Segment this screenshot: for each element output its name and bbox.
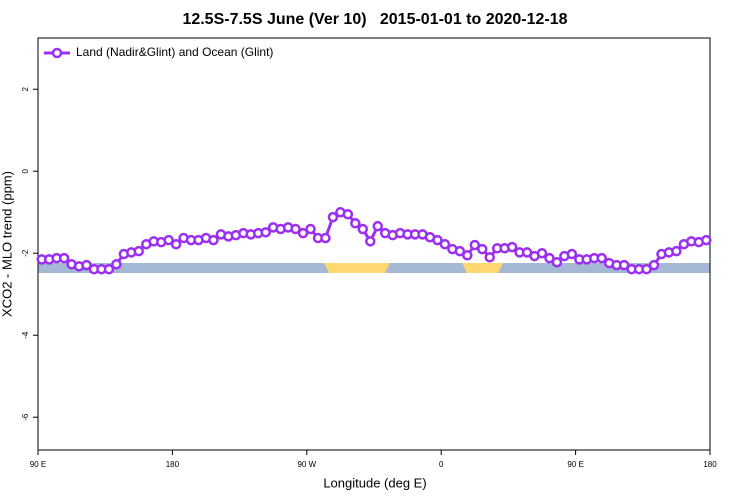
data-point [469,239,481,251]
data-point [320,232,331,244]
x-axis-label: Longitude (deg E) [323,475,426,490]
data-point [506,241,518,253]
land-strip [462,263,503,273]
data-point [536,247,548,259]
legend-label: Land (Nadir&Glint) and Ocean (Glint) [76,45,273,59]
data-point [551,256,563,268]
data-point [305,223,316,235]
data-point [484,252,495,263]
data-point [58,252,70,264]
data-point [103,263,115,275]
data-point [133,245,145,257]
data-point [641,263,652,275]
data-point [342,209,354,220]
x-tick-label: 0 [439,460,444,469]
y-tick-label: -2 [21,249,30,257]
data-point [365,236,376,247]
y-tick-label: 2 [21,86,30,91]
data-point [372,220,383,232]
data-point [618,259,630,271]
surface-strip [38,263,710,273]
data-point [208,234,219,246]
data-point [454,245,466,257]
land-strip [324,263,390,273]
y-tick-label: 0 [21,168,30,173]
x-tick-label: 90 E [567,460,583,469]
x-tick-label: 180 [703,460,717,469]
data-point [671,245,682,257]
data-point [648,259,660,271]
y-tick-label: -4 [21,331,30,339]
data-point [290,223,301,235]
y-axis-label: XCO2 - MLO trend (ppm) [0,171,14,317]
data-point [477,243,488,255]
x-tick-label: 180 [166,460,180,469]
data-point [544,252,555,264]
data-point [439,238,451,250]
x-tick-label: 90 W [297,460,316,469]
data-point [566,248,578,260]
data-point [596,252,607,264]
plot-frame [37,37,711,451]
data-point [327,211,339,223]
data-point [297,227,309,239]
legend-marker [51,47,63,59]
data-point [81,259,92,271]
chart-title: 12.5S-7.5S June (Ver 10) 2015-01-01 to 2… [182,11,567,28]
data-point [432,234,443,246]
data-point [350,218,361,229]
data-point [170,238,182,250]
data-point [357,223,369,235]
x-tick-label: 90 E [30,460,46,469]
data-point [260,227,271,238]
data-point [701,234,712,246]
data-point [462,250,473,261]
y-tick-label: -6 [21,413,30,421]
data-point [111,259,122,270]
data-point [163,234,174,246]
